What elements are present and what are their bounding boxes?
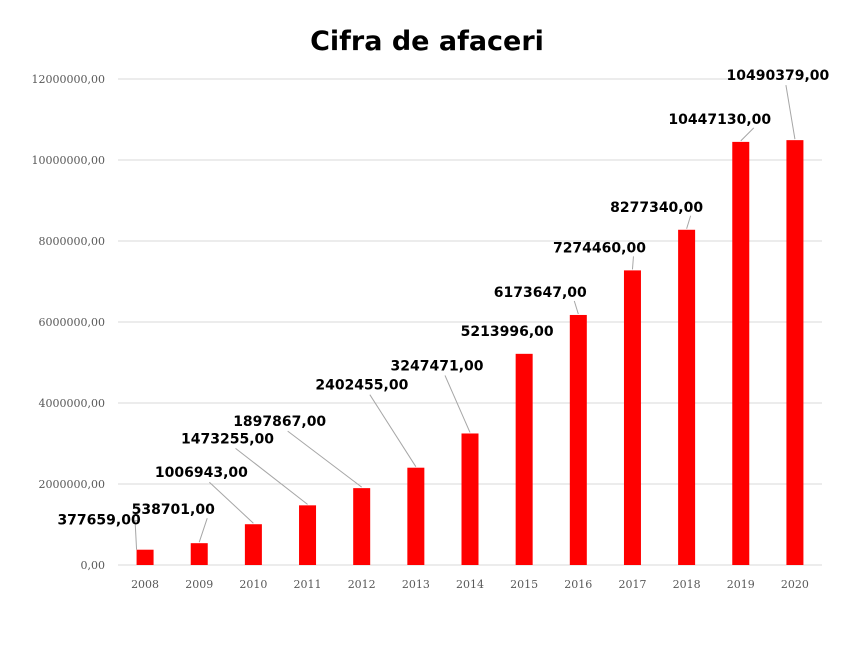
bar	[407, 467, 425, 565]
leader-line	[686, 215, 692, 229]
bar	[461, 433, 479, 565]
bar	[569, 314, 587, 565]
x-tick-label: 2008	[131, 578, 159, 591]
leader-line	[287, 430, 362, 488]
data-label: 8277340,00	[610, 200, 703, 216]
y-tick-label: 2000000,00	[39, 478, 105, 491]
data-label: 2402455,00	[315, 378, 408, 394]
data-label: 10447130,00	[668, 112, 771, 128]
y-tick-label: 10000000,00	[32, 154, 105, 167]
x-tick-label: 2018	[673, 578, 701, 591]
bars	[136, 140, 804, 565]
data-label: 6173647,00	[494, 285, 587, 301]
x-tick-label: 2011	[294, 578, 322, 591]
y-tick-label: 0,00	[81, 559, 106, 572]
leader-line	[134, 520, 140, 550]
data-label: 1006943,00	[155, 465, 248, 481]
data-label: 5213996,00	[461, 324, 554, 340]
y-tick-label: 12000000,00	[32, 73, 105, 86]
data-label: 1473255,00	[181, 431, 274, 447]
data-label: 538701,00	[132, 502, 216, 518]
bar	[623, 270, 641, 565]
x-tick-label: 2016	[564, 578, 592, 591]
leader-line	[198, 518, 208, 543]
y-tick-label: 4000000,00	[39, 397, 105, 410]
leader-lines	[134, 85, 796, 550]
y-tick-label: 8000000,00	[39, 235, 105, 248]
x-tick-label: 2020	[781, 578, 809, 591]
data-label: 10490379,00	[727, 68, 830, 84]
x-tick-label: 2013	[402, 578, 430, 591]
bar	[678, 229, 696, 565]
gridlines	[118, 78, 822, 566]
x-tick-label: 2015	[510, 578, 538, 591]
bar	[786, 140, 804, 565]
bar	[515, 353, 533, 565]
leader-line	[444, 375, 471, 433]
bar	[299, 505, 317, 565]
x-axis-ticks: 2008 2009 2010 2011 2012 2013 2014 2015 2016 2017…	[131, 578, 809, 591]
bar	[353, 488, 371, 565]
x-tick-label: 2010	[239, 578, 267, 591]
bar	[244, 524, 262, 565]
x-tick-label: 2019	[727, 578, 755, 591]
chart-title: Cifra de afaceri	[310, 26, 544, 57]
x-tick-label: 2014	[456, 578, 484, 591]
x-tick-label: 2009	[185, 578, 213, 591]
data-label: 7274460,00	[553, 240, 646, 256]
leader-line	[740, 127, 755, 142]
leader-line	[631, 256, 634, 270]
data-label: 377659,00	[57, 513, 141, 529]
bar	[732, 141, 750, 565]
leader-line	[573, 300, 579, 315]
leader-line	[785, 85, 796, 140]
data-label: 3247471,00	[391, 358, 484, 374]
x-tick-label: 2012	[348, 578, 376, 591]
leader-line	[209, 481, 254, 524]
bar	[190, 543, 208, 565]
data-label: 1897867,00	[233, 414, 326, 430]
y-tick-label: 6000000,00	[39, 316, 105, 329]
leader-line	[235, 447, 308, 505]
leader-line	[369, 394, 417, 467]
bar	[136, 549, 154, 565]
y-axis-ticks: 0,00 2000000,00 4000000,00 6000000,00 800000…	[32, 73, 105, 572]
x-tick-label: 2017	[618, 578, 646, 591]
